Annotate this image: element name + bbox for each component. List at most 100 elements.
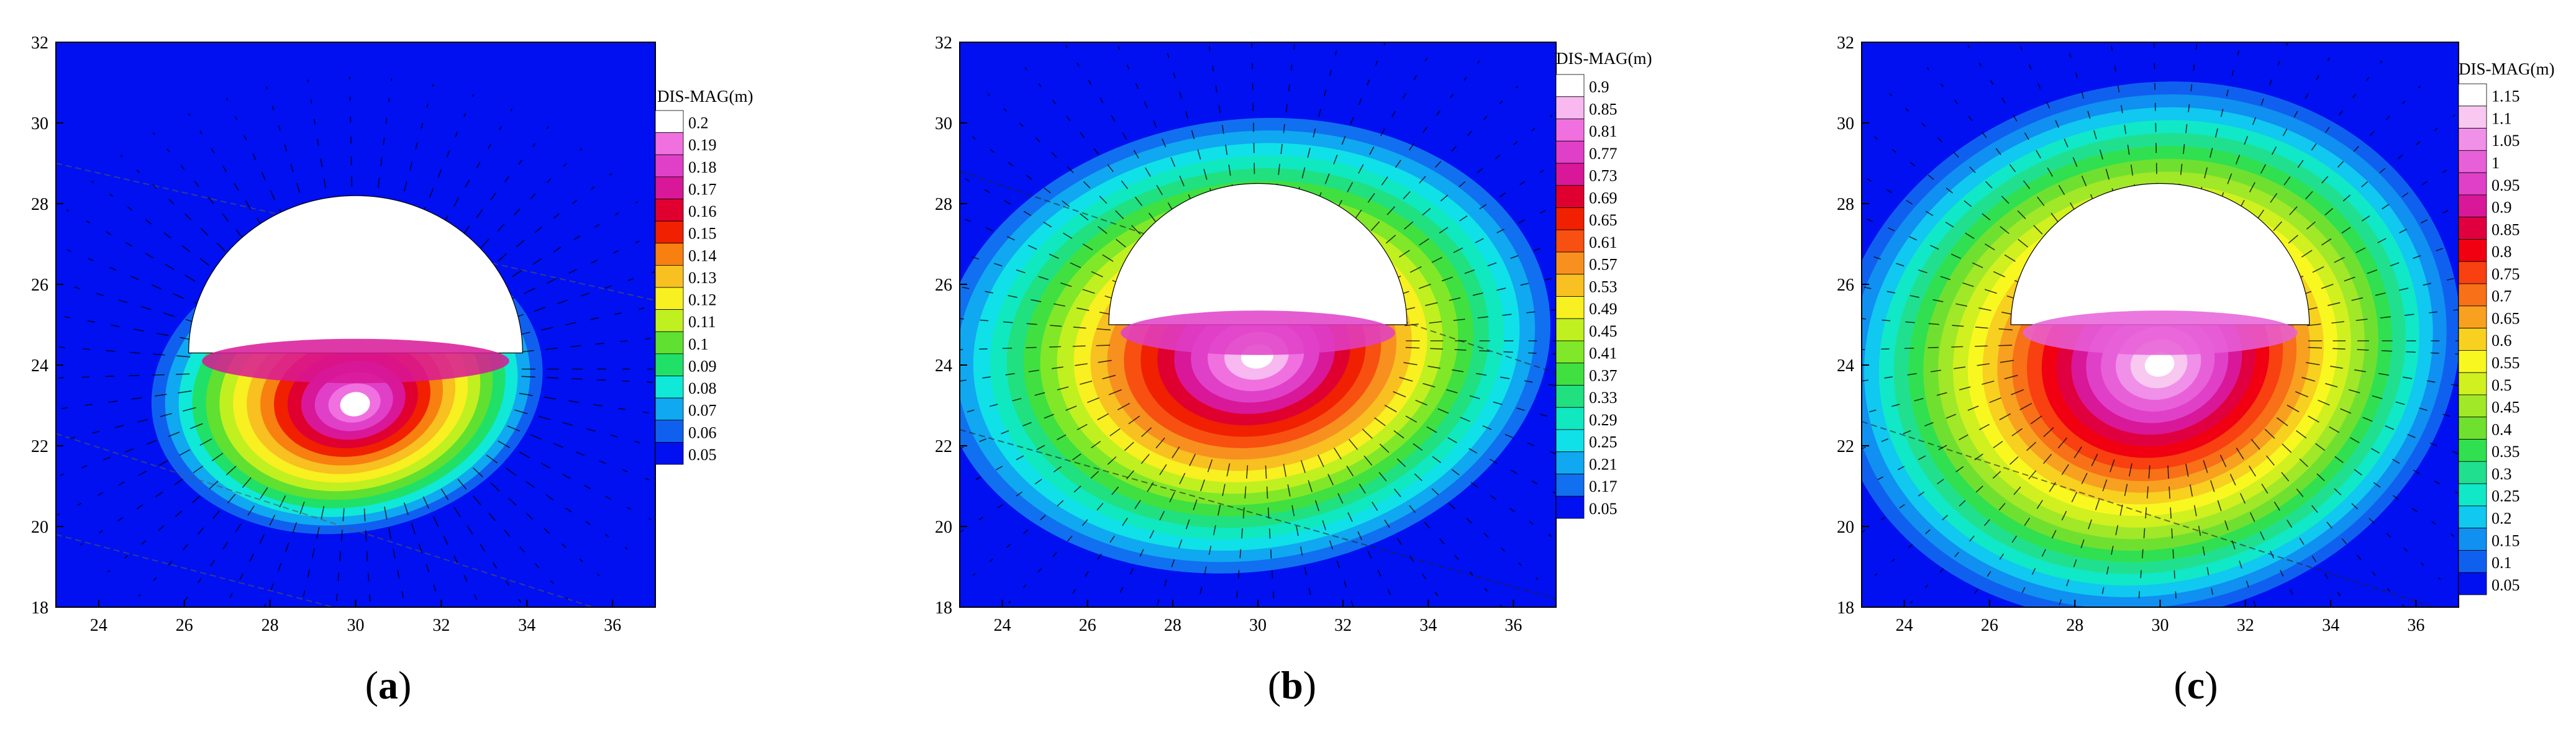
legend-swatch bbox=[1556, 230, 1584, 252]
vector-mark bbox=[522, 376, 535, 377]
legend-label: 0.05 bbox=[1589, 500, 1618, 518]
legend-label: 0.57 bbox=[1589, 256, 1618, 274]
y-tick-label: 20 bbox=[935, 518, 952, 537]
vector-mark bbox=[368, 573, 369, 582]
legend-label: 0.7 bbox=[2492, 287, 2512, 305]
vector-mark bbox=[1209, 46, 1210, 51]
legend-swatch bbox=[2459, 484, 2487, 506]
vector-mark bbox=[2057, 14, 2058, 17]
legend-swatch bbox=[655, 111, 683, 133]
legend-swatch bbox=[655, 442, 683, 464]
vector-mark bbox=[902, 193, 904, 194]
y-tick-label: 24 bbox=[1837, 356, 1854, 376]
vector-mark bbox=[1768, 393, 1772, 394]
legend-swatch bbox=[1556, 407, 1584, 430]
legend-swatch bbox=[2459, 106, 2487, 129]
legend-label: 1.15 bbox=[2492, 88, 2520, 106]
legend-swatch bbox=[1556, 452, 1584, 474]
vector-mark bbox=[290, 654, 291, 656]
panel-label-part: ( bbox=[2173, 663, 2187, 707]
legend-label: 0.11 bbox=[688, 313, 716, 331]
legend-swatch bbox=[655, 133, 683, 155]
legend-label: 0.9 bbox=[1589, 78, 1609, 96]
legend-label: 0.09 bbox=[688, 357, 717, 375]
vector-mark bbox=[2052, 620, 2054, 624]
vector-mark bbox=[1847, 416, 1853, 418]
vector-mark bbox=[2513, 433, 2517, 434]
vector-mark bbox=[2295, 24, 2296, 26]
vector-mark bbox=[1398, 608, 1400, 613]
legend-swatch bbox=[2459, 417, 2487, 440]
legend-label: 0.2 bbox=[2492, 509, 2512, 527]
vector-mark bbox=[2093, 628, 2095, 633]
legend-swatch bbox=[1556, 474, 1584, 497]
vector-mark bbox=[266, 87, 267, 89]
legend-swatch bbox=[2459, 84, 2487, 106]
vector-mark bbox=[945, 416, 951, 418]
legend-label: 0.9 bbox=[2492, 199, 2512, 217]
y-tick-label: 32 bbox=[1837, 34, 1854, 53]
legend-label: 0.08 bbox=[688, 379, 717, 397]
vector-mark bbox=[1824, 422, 1829, 423]
vector-mark bbox=[1804, 193, 1806, 194]
y-tick-label: 22 bbox=[31, 437, 48, 456]
vector-mark bbox=[2170, 507, 2171, 518]
y-tick-label: 30 bbox=[935, 114, 952, 133]
vector-mark bbox=[2108, 26, 2109, 30]
legend-swatch bbox=[2459, 550, 2487, 572]
legend-swatch bbox=[2459, 217, 2487, 240]
y-tick-label: 28 bbox=[935, 195, 952, 214]
vector-mark bbox=[1100, 625, 1102, 629]
vector-mark bbox=[1235, 612, 1236, 618]
vector-mark bbox=[2045, 639, 2046, 643]
vector-mark bbox=[2216, 608, 2217, 614]
vector-mark bbox=[2064, 34, 2065, 38]
legend-swatch bbox=[655, 265, 683, 287]
legend-swatch bbox=[655, 287, 683, 310]
legend-swatch bbox=[2459, 173, 2487, 195]
x-tick-label: 34 bbox=[2322, 616, 2339, 635]
vector-mark bbox=[1856, 124, 1859, 125]
vector-mark bbox=[39, 411, 43, 412]
vector-mark bbox=[2142, 549, 2143, 558]
y-tick-label: 18 bbox=[1837, 598, 1854, 618]
vector-mark bbox=[1951, 346, 1963, 347]
legend-label: 0.35 bbox=[2492, 443, 2520, 461]
vector-mark bbox=[2037, 659, 2038, 662]
y-tick-label: 26 bbox=[935, 276, 952, 295]
vector-mark bbox=[2174, 571, 2175, 579]
legend-swatch bbox=[1556, 252, 1584, 274]
vector-mark bbox=[2105, 6, 2106, 9]
vector-mark bbox=[935, 498, 939, 500]
vector-mark bbox=[1155, 14, 1156, 17]
legend-label: 0.45 bbox=[2492, 399, 2520, 417]
vector-mark bbox=[1460, 628, 1462, 630]
x-tick-label: 28 bbox=[2066, 616, 2083, 635]
legend-swatch bbox=[1556, 97, 1584, 119]
vector-mark bbox=[39, 482, 41, 484]
panel-label-part: a bbox=[378, 663, 398, 707]
vector-mark bbox=[455, 646, 456, 649]
floor-heave-zone bbox=[2023, 310, 2297, 355]
legend-swatch bbox=[2459, 506, 2487, 528]
vector-mark bbox=[338, 572, 339, 581]
vector-mark bbox=[886, 313, 890, 314]
vector-mark bbox=[668, 487, 670, 488]
vector-mark bbox=[1624, 302, 1627, 303]
legend-swatch bbox=[1556, 208, 1584, 230]
vector-mark bbox=[1191, 628, 1193, 633]
vector-mark bbox=[1048, 625, 1050, 628]
vector-mark bbox=[406, 612, 407, 618]
vector-mark bbox=[1392, 24, 1393, 26]
legend-swatch bbox=[655, 199, 683, 222]
vector-mark bbox=[1950, 625, 1952, 628]
vector-mark bbox=[83, 349, 90, 350]
vector-mark bbox=[173, 615, 174, 616]
vector-mark bbox=[915, 464, 919, 465]
y-tick-label: 26 bbox=[1837, 276, 1854, 295]
vector-mark bbox=[432, 84, 433, 87]
vector-mark bbox=[2320, 647, 2321, 649]
y-tick-label: 24 bbox=[935, 356, 952, 376]
